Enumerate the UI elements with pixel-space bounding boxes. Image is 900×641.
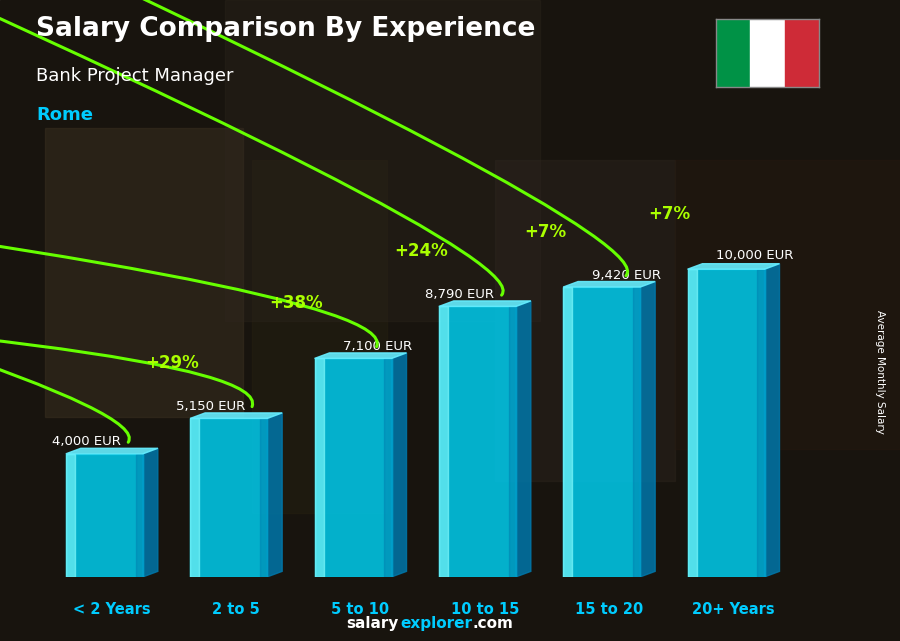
Text: 20+ Years: 20+ Years — [692, 601, 775, 617]
Bar — [314, 358, 324, 577]
Text: 4,000 EUR: 4,000 EUR — [52, 435, 121, 448]
Bar — [757, 269, 765, 577]
Bar — [260, 419, 267, 577]
Text: < 2 Years: < 2 Years — [73, 601, 150, 617]
Bar — [688, 269, 765, 577]
Bar — [563, 287, 640, 577]
Bar — [66, 454, 143, 577]
Text: +29%: +29% — [145, 354, 199, 372]
Text: +7%: +7% — [524, 223, 566, 241]
Bar — [495, 160, 675, 481]
Text: 7,100 EUR: 7,100 EUR — [343, 340, 412, 353]
Text: 5,150 EUR: 5,150 EUR — [176, 400, 246, 413]
Polygon shape — [439, 301, 531, 306]
Bar — [66, 454, 75, 577]
Bar — [225, 0, 540, 320]
Polygon shape — [66, 448, 158, 454]
Bar — [563, 287, 572, 577]
Bar — [384, 358, 392, 577]
Text: Average Monthly Salary: Average Monthly Salary — [875, 310, 886, 434]
Bar — [750, 19, 785, 87]
Polygon shape — [765, 263, 779, 577]
Bar — [688, 269, 697, 577]
Polygon shape — [267, 413, 283, 577]
Text: 2 to 5: 2 to 5 — [212, 601, 260, 617]
Bar — [190, 419, 267, 577]
Text: Salary Comparison By Experience: Salary Comparison By Experience — [36, 16, 536, 42]
Polygon shape — [190, 413, 283, 419]
Text: 9,420 EUR: 9,420 EUR — [592, 269, 661, 281]
Bar — [136, 454, 143, 577]
Polygon shape — [640, 281, 655, 577]
Bar — [45, 128, 243, 417]
Bar — [314, 358, 392, 577]
Text: +7%: +7% — [648, 205, 690, 223]
Text: Bank Project Manager: Bank Project Manager — [36, 67, 233, 85]
Text: +38%: +38% — [270, 294, 323, 312]
Text: salary: salary — [346, 617, 399, 631]
Bar — [716, 19, 750, 87]
Polygon shape — [143, 448, 157, 577]
Polygon shape — [563, 281, 655, 287]
Bar — [439, 306, 516, 577]
Text: 8,790 EUR: 8,790 EUR — [425, 288, 494, 301]
Polygon shape — [314, 353, 407, 358]
Bar — [252, 160, 387, 513]
Text: explorer: explorer — [400, 617, 472, 631]
Text: .com: .com — [472, 617, 513, 631]
Bar — [439, 306, 448, 577]
Text: 10,000 EUR: 10,000 EUR — [716, 249, 794, 262]
Text: 15 to 20: 15 to 20 — [575, 601, 644, 617]
Bar — [508, 306, 516, 577]
Polygon shape — [392, 353, 407, 577]
Text: 10 to 15: 10 to 15 — [451, 601, 519, 617]
Bar — [190, 419, 200, 577]
Bar — [785, 19, 819, 87]
Bar — [633, 287, 640, 577]
Polygon shape — [688, 263, 779, 269]
Text: Rome: Rome — [36, 106, 93, 124]
Polygon shape — [516, 301, 531, 577]
Text: 5 to 10: 5 to 10 — [331, 601, 390, 617]
Bar — [675, 160, 900, 449]
Text: +24%: +24% — [394, 242, 447, 260]
